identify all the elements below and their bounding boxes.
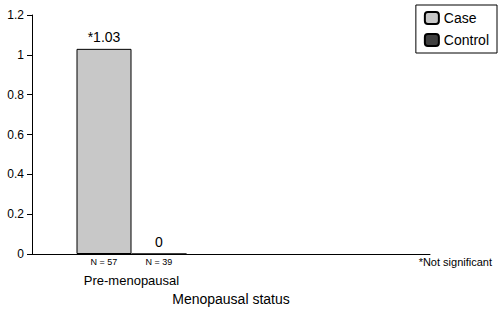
svg-text:*1.03: *1.03 xyxy=(88,29,121,45)
svg-text:Case: Case xyxy=(444,10,477,26)
svg-text:N = 57: N = 57 xyxy=(91,257,118,267)
svg-text:0: 0 xyxy=(155,234,163,250)
svg-text:*Not significant: *Not significant xyxy=(419,256,492,268)
svg-text:1.2: 1.2 xyxy=(7,8,24,22)
svg-text:0: 0 xyxy=(17,247,24,261)
svg-text:1: 1 xyxy=(17,48,24,62)
svg-text:0.2: 0.2 xyxy=(7,207,24,221)
svg-text:N = 39: N = 39 xyxy=(146,257,173,267)
svg-text:Pre-menopausal: Pre-menopausal xyxy=(84,273,179,288)
svg-text:0.6: 0.6 xyxy=(7,128,24,142)
svg-text:0.4: 0.4 xyxy=(7,167,24,181)
svg-text:Menopausal status: Menopausal status xyxy=(172,291,290,307)
svg-text:0.8: 0.8 xyxy=(7,88,24,102)
svg-text:Control: Control xyxy=(444,32,489,48)
